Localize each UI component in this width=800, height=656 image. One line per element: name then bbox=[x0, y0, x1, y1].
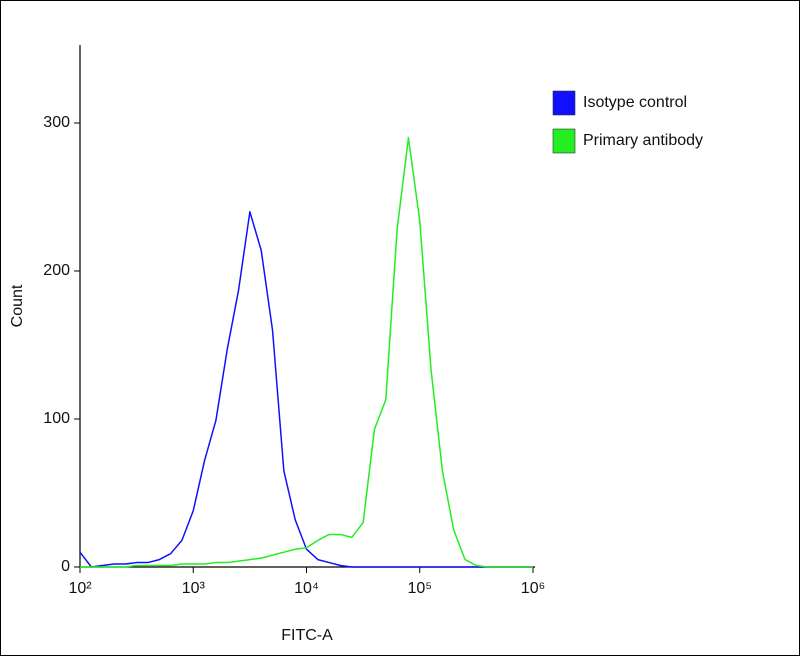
x-axis-label: FITC-A bbox=[281, 627, 333, 644]
x-tick-label: 10⁶ bbox=[521, 580, 545, 597]
y-tick-label: 100 bbox=[43, 410, 70, 427]
legend-label: Isotype control bbox=[583, 94, 687, 111]
legend-swatch bbox=[552, 128, 576, 154]
y-tick-label: 200 bbox=[43, 262, 70, 279]
y-axis-label: Count bbox=[9, 284, 26, 327]
y-tick-label: 300 bbox=[43, 114, 70, 131]
legend-label: Primary antibody bbox=[583, 132, 703, 149]
x-tick-label: 10³ bbox=[182, 580, 206, 597]
x-tick-label: 10² bbox=[68, 580, 92, 597]
x-tick-label: 10⁴ bbox=[294, 580, 319, 597]
series-line bbox=[79, 211, 533, 568]
y-tick-label: 0 bbox=[61, 558, 70, 575]
series-line bbox=[80, 137, 533, 568]
legend-swatch bbox=[552, 90, 576, 116]
x-tick-label: 10⁵ bbox=[408, 580, 432, 597]
